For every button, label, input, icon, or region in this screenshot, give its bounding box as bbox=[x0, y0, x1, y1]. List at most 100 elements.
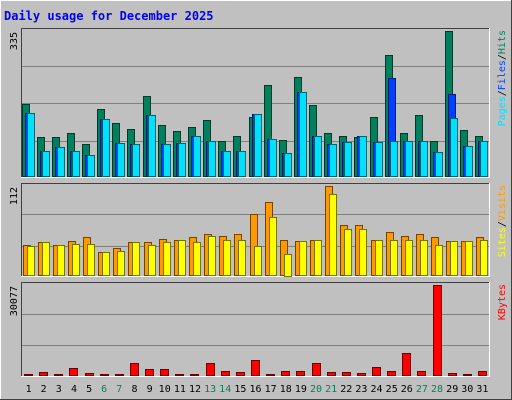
bar-visits-sites-day-14 bbox=[223, 240, 231, 276]
legend-entry-pages: Pages bbox=[497, 96, 508, 126]
bar-kbytes-kbytes-day-15 bbox=[236, 372, 245, 376]
bar-visits-sites-day-11 bbox=[178, 240, 186, 276]
bar-kbytes-kbytes-day-24 bbox=[372, 367, 381, 376]
bar-kbytes-kbytes-day-30 bbox=[463, 374, 472, 376]
bar-hits-pages-day-3 bbox=[57, 147, 65, 177]
bar-visits-sites-day-29 bbox=[450, 241, 458, 276]
bar-kbytes-kbytes-day-28 bbox=[433, 285, 442, 376]
x-tick-label-day-19: 19 bbox=[295, 384, 307, 395]
bar-kbytes-kbytes-day-1 bbox=[24, 374, 33, 376]
bar-visits-sites-day-25 bbox=[390, 240, 398, 276]
ymax-label-kbytes: 30077 bbox=[9, 286, 20, 316]
bar-hits-pages-day-26 bbox=[405, 141, 413, 177]
bar-hits-pages-day-14 bbox=[223, 151, 231, 177]
x-tick-label-day-26: 26 bbox=[401, 384, 413, 395]
bar-kbytes-kbytes-day-13 bbox=[206, 363, 215, 376]
bar-visits-sites-day-2 bbox=[42, 242, 50, 276]
bar-visits-sites-day-1 bbox=[27, 246, 35, 276]
legend-visits: Sites/Visits bbox=[497, 185, 508, 257]
legend-separator: / bbox=[497, 54, 508, 60]
x-tick-label-day-1: 1 bbox=[26, 384, 32, 395]
x-tick-label-day-15: 15 bbox=[234, 384, 246, 395]
bar-hits-pages-day-20 bbox=[314, 136, 322, 177]
x-tick-label-day-20: 20 bbox=[310, 384, 322, 395]
bar-hits-pages-day-16 bbox=[254, 114, 262, 177]
bar-kbytes-kbytes-day-25 bbox=[387, 371, 396, 376]
bar-hits-pages-day-29 bbox=[450, 118, 458, 177]
bar-hits-pages-day-22 bbox=[344, 142, 352, 177]
bar-kbytes-kbytes-day-17 bbox=[266, 374, 275, 376]
bar-hits-pages-day-23 bbox=[359, 136, 367, 177]
bar-hits-pages-day-28 bbox=[435, 152, 443, 177]
bar-visits-sites-day-31 bbox=[480, 240, 488, 276]
bar-kbytes-kbytes-day-19 bbox=[296, 371, 305, 376]
panels-group: 335 Pages/Files/Hits 112 Sites/Visits 30077 K… bbox=[9, 28, 508, 377]
legend-kbytes: KBytes bbox=[497, 284, 508, 320]
bar-visits-sites-day-13 bbox=[208, 236, 216, 276]
bar-hits-pages-day-5 bbox=[87, 155, 95, 177]
bar-visits-sites-day-12 bbox=[193, 242, 201, 276]
bar-kbytes-kbytes-day-12 bbox=[190, 374, 199, 376]
bar-hits-pages-day-24 bbox=[375, 142, 383, 177]
bar-hits-pages-day-11 bbox=[178, 143, 186, 177]
panel-visits: 112 Sites/Visits bbox=[9, 183, 508, 277]
bar-kbytes-kbytes-day-7 bbox=[115, 374, 124, 376]
ymax-label-visits: 112 bbox=[9, 187, 20, 205]
x-tick-label-day-3: 3 bbox=[56, 384, 62, 395]
legend-entry-sites: Sites bbox=[497, 227, 508, 257]
bar-kbytes-kbytes-day-18 bbox=[281, 371, 290, 376]
bar-visits-sites-day-7 bbox=[117, 251, 125, 276]
x-tick-label-day-28: 28 bbox=[431, 384, 443, 395]
x-tick-label-day-30: 30 bbox=[461, 384, 473, 395]
bar-visits-sites-day-23 bbox=[359, 229, 367, 276]
bar-visits-sites-day-16 bbox=[254, 246, 262, 276]
bar-kbytes-kbytes-day-21 bbox=[327, 372, 336, 376]
x-tick-label-day-7: 7 bbox=[116, 384, 122, 395]
bar-visits-sites-day-24 bbox=[375, 240, 383, 276]
bar-visits-sites-day-22 bbox=[344, 229, 352, 276]
bar-hits-pages-day-25 bbox=[390, 141, 398, 177]
bar-hits-pages-day-31 bbox=[480, 141, 488, 177]
bar-kbytes-kbytes-day-29 bbox=[448, 373, 457, 376]
legend-entry-hits: Hits bbox=[497, 30, 508, 54]
bar-visits-sites-day-8 bbox=[132, 242, 140, 276]
ymax-label-hits: 335 bbox=[9, 32, 20, 50]
x-tick-label-day-2: 2 bbox=[41, 384, 47, 395]
bar-hits-pages-day-10 bbox=[163, 144, 171, 177]
bar-visits-sites-day-20 bbox=[314, 240, 322, 276]
x-tick-label-day-4: 4 bbox=[71, 384, 77, 395]
chart-title: Daily usage for December 2025 bbox=[4, 9, 214, 23]
bar-visits-sites-day-5 bbox=[87, 244, 95, 276]
x-tick-label-day-24: 24 bbox=[370, 384, 382, 395]
bar-visits-sites-day-26 bbox=[405, 240, 413, 276]
bar-kbytes-kbytes-day-14 bbox=[221, 371, 230, 376]
bar-hits-pages-day-4 bbox=[72, 151, 80, 177]
bar-hits-pages-day-18 bbox=[284, 153, 292, 177]
x-tick-label-day-29: 29 bbox=[446, 384, 458, 395]
series-sites bbox=[27, 194, 488, 277]
bar-hits-pages-day-7 bbox=[117, 143, 125, 177]
bar-visits-sites-day-3 bbox=[57, 245, 65, 276]
legend-hits: Pages/Files/Hits bbox=[497, 30, 508, 126]
bar-hits-pages-day-19 bbox=[299, 92, 307, 177]
bar-hits-pages-day-27 bbox=[420, 141, 428, 177]
bar-kbytes-kbytes-day-2 bbox=[39, 372, 48, 376]
x-tick-label-day-9: 9 bbox=[147, 384, 153, 395]
bar-kbytes-kbytes-day-10 bbox=[160, 369, 169, 376]
bar-hits-pages-day-30 bbox=[465, 146, 473, 177]
x-tick-label-day-17: 17 bbox=[265, 384, 277, 395]
x-tick-label-day-27: 27 bbox=[416, 384, 428, 395]
bar-visits-sites-day-17 bbox=[269, 217, 277, 276]
bar-visits-sites-day-6 bbox=[102, 252, 110, 276]
x-tick-label-day-6: 6 bbox=[101, 384, 107, 395]
x-tick-label-day-11: 11 bbox=[174, 384, 186, 395]
bar-hits-pages-day-9 bbox=[148, 115, 156, 177]
bar-kbytes-kbytes-day-22 bbox=[342, 372, 351, 376]
x-tick-label-day-21: 21 bbox=[325, 384, 337, 395]
x-tick-label-day-10: 10 bbox=[159, 384, 171, 395]
legend-separator: / bbox=[497, 90, 508, 96]
bar-visits-sites-day-18 bbox=[284, 254, 292, 277]
x-tick-label-day-12: 12 bbox=[189, 384, 201, 395]
bar-visits-sites-day-19 bbox=[299, 241, 307, 276]
